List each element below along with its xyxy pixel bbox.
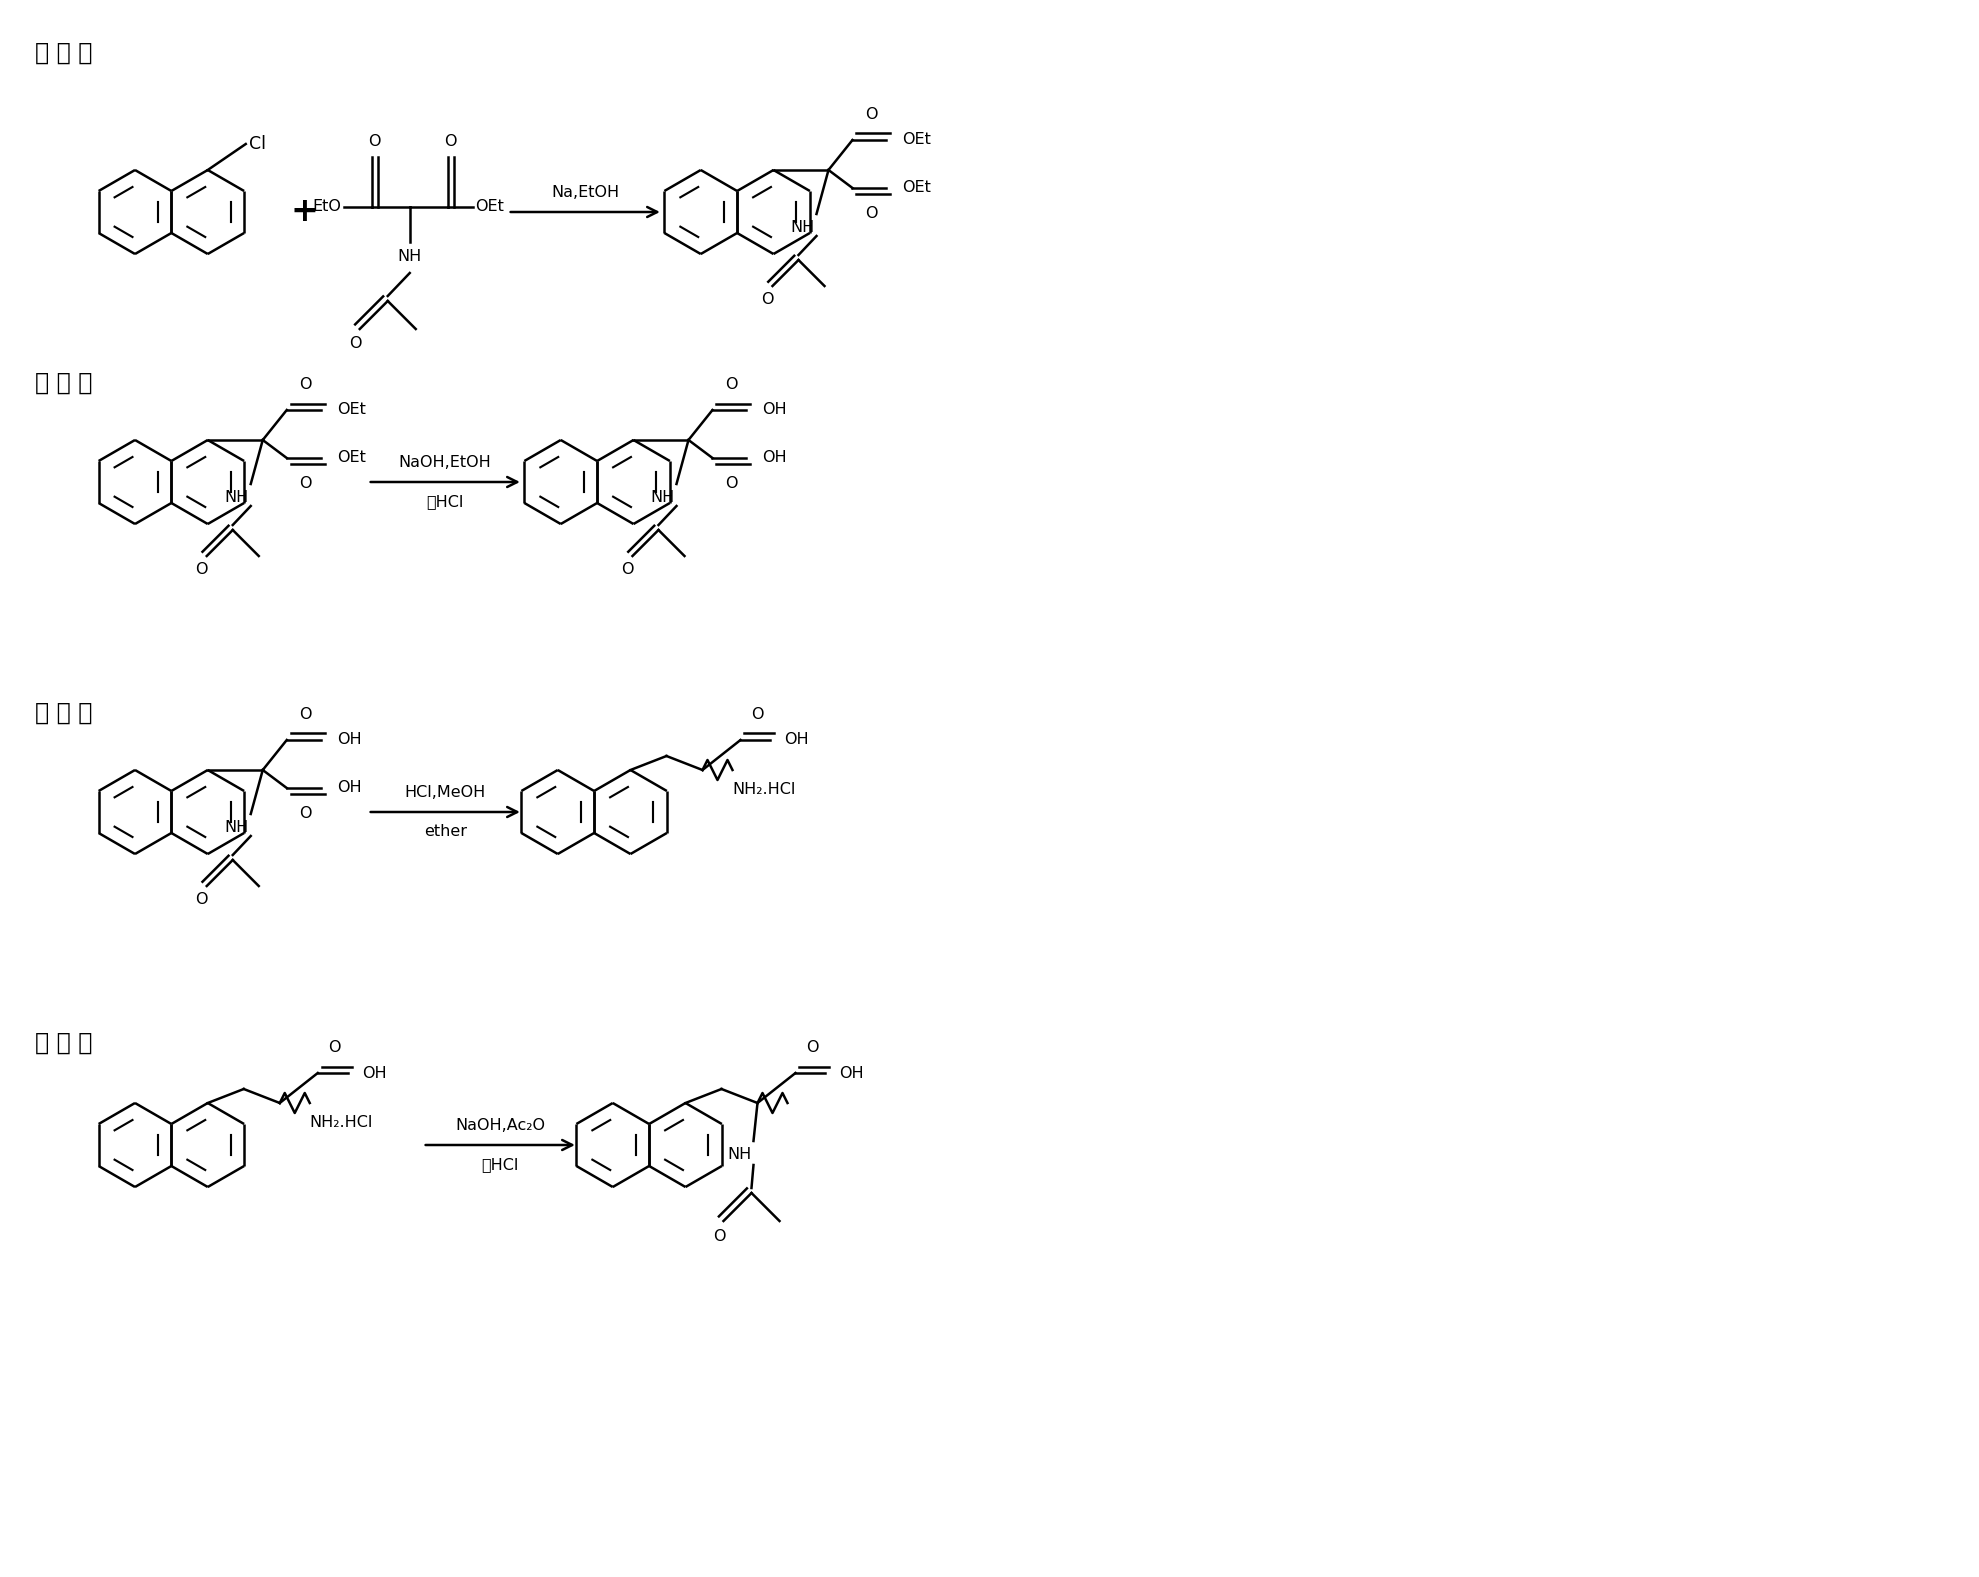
Text: O: O <box>445 134 457 148</box>
Text: O: O <box>196 893 208 907</box>
Text: OH: OH <box>336 732 362 747</box>
Text: NH₂.HCl: NH₂.HCl <box>732 782 796 796</box>
Text: NH: NH <box>398 249 422 263</box>
Text: O: O <box>724 476 738 490</box>
Text: O: O <box>752 706 764 722</box>
Text: O: O <box>350 336 362 352</box>
Text: O: O <box>299 806 313 822</box>
Text: O: O <box>805 1039 819 1055</box>
Text: O: O <box>299 377 313 393</box>
Text: O: O <box>299 476 313 490</box>
Text: OEt: OEt <box>475 200 503 214</box>
Text: O: O <box>196 561 208 577</box>
Text: 第 一 步: 第 一 步 <box>36 43 93 65</box>
Text: OH: OH <box>762 451 788 465</box>
Text: NH: NH <box>224 490 249 505</box>
Text: ether: ether <box>424 825 467 839</box>
Text: NH: NH <box>726 1146 752 1162</box>
Text: O: O <box>329 1039 340 1055</box>
Text: Na,EtOH: Na,EtOH <box>552 185 619 200</box>
Text: 第 四 步: 第 四 步 <box>36 1031 93 1055</box>
Text: NH₂.HCl: NH₂.HCl <box>311 1115 374 1131</box>
Text: 浓HCl: 浓HCl <box>481 1158 518 1172</box>
Text: NH: NH <box>651 490 675 505</box>
Text: O: O <box>368 134 382 148</box>
Text: OH: OH <box>784 732 809 747</box>
Text: 第 三 步: 第 三 步 <box>36 702 93 725</box>
Text: Cl: Cl <box>249 136 265 153</box>
Text: OH: OH <box>762 402 788 418</box>
Text: O: O <box>762 292 774 308</box>
Text: O: O <box>299 706 313 722</box>
Text: OEt: OEt <box>336 402 366 418</box>
Text: 浓HCl: 浓HCl <box>427 494 463 509</box>
Text: OH: OH <box>839 1066 865 1080</box>
Text: NH: NH <box>790 221 815 235</box>
Text: O: O <box>712 1228 726 1244</box>
Text: EtO: EtO <box>313 200 342 214</box>
Text: OH: OH <box>362 1066 386 1080</box>
Text: OEt: OEt <box>902 180 932 196</box>
Text: OEt: OEt <box>336 451 366 465</box>
Text: 第 二 步: 第 二 步 <box>36 372 93 394</box>
Text: +: + <box>291 196 319 229</box>
Text: OH: OH <box>336 781 362 795</box>
Text: NH: NH <box>224 820 249 834</box>
Text: HCl,MeOH: HCl,MeOH <box>404 785 487 800</box>
Text: OEt: OEt <box>902 132 932 148</box>
Text: NaOH,Ac₂O: NaOH,Ac₂O <box>455 1118 546 1132</box>
Text: O: O <box>621 561 633 577</box>
Text: O: O <box>724 377 738 393</box>
Text: NaOH,EtOH: NaOH,EtOH <box>400 456 491 470</box>
Text: O: O <box>865 207 879 221</box>
Text: O: O <box>865 107 879 121</box>
